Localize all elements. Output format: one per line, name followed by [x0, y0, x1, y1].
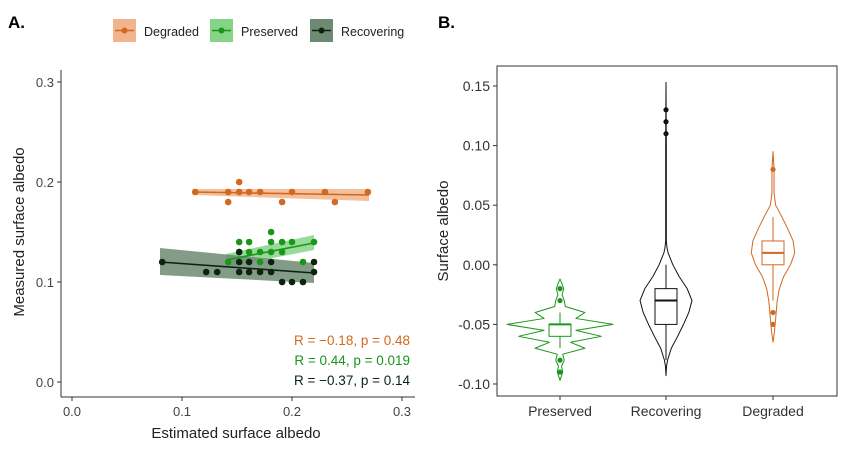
data-point-preserved	[256, 248, 264, 256]
x-tick-label: 0.1	[173, 404, 191, 419]
data-point-recovering	[235, 248, 243, 256]
data-point-recovering	[158, 258, 166, 266]
legend-label: Degraded	[144, 25, 199, 39]
data-point-recovering	[235, 258, 243, 266]
y-tick-label: 0.10	[463, 138, 490, 154]
box-recovering	[654, 288, 678, 325]
panel-b-label: B.	[438, 13, 455, 32]
outlier-point-preserved	[557, 297, 563, 304]
y-axis-label: Measured surface albedo	[11, 147, 28, 316]
correlation-annotation: R = −0.18, p = 0.48	[294, 333, 410, 348]
data-point-preserved	[288, 238, 296, 246]
y-tick-label: 0.15	[463, 78, 490, 94]
y-tick-label: 0.3	[36, 75, 54, 90]
violin-degraded	[750, 151, 796, 343]
data-point-recovering	[245, 258, 253, 266]
panel-a: A. Degraded Preserved Recovering 0.0 0.1 0.2…	[8, 13, 415, 442]
data-point-preserved	[267, 228, 275, 236]
data-point-recovering	[310, 258, 318, 266]
x-axis-label: Estimated surface albedo	[151, 425, 320, 442]
x-tick-label: Recovering	[631, 403, 702, 419]
data-point-degraded	[224, 188, 232, 196]
data-point-degraded	[235, 188, 243, 196]
y-tick-label: 0.0	[36, 375, 54, 390]
data-point-recovering	[278, 278, 286, 286]
x-tick-label: 0.2	[283, 404, 301, 419]
legend-label: Preserved	[241, 25, 298, 39]
y-axis-label-b: Surface albedo	[435, 181, 452, 282]
y-tick-label: 0.05	[463, 197, 490, 213]
legend: Degraded Preserved Recovering	[113, 19, 404, 42]
data-point-recovering	[288, 278, 296, 286]
data-point-preserved	[256, 258, 264, 266]
panel-b: B. -0.10 -0.05 0.00 0.05 0.10 0.15 Preserved Re…	[435, 13, 838, 419]
data-point-degraded	[191, 188, 199, 196]
panel-a-label: A.	[8, 13, 25, 32]
outlier-point-recovering	[663, 119, 669, 125]
x-tick-label: 0.3	[393, 404, 411, 419]
data-point-degraded	[288, 188, 296, 196]
data-point-recovering	[213, 268, 221, 276]
data-point-degraded	[364, 188, 372, 196]
legend-key-point	[218, 27, 225, 34]
data-point-preserved	[245, 248, 253, 256]
outlier-point-recovering	[663, 107, 669, 113]
data-point-recovering	[202, 268, 210, 276]
data-point-preserved	[310, 238, 318, 246]
legend-key-point	[121, 27, 128, 34]
outlier-point-degraded	[770, 321, 776, 327]
legend-label: Recovering	[341, 25, 404, 39]
y-tick-label: 0.2	[36, 175, 54, 190]
outlier-point-recovering	[663, 131, 669, 137]
y-tick-label: 0.00	[463, 257, 490, 273]
data-point-recovering	[256, 268, 264, 276]
y-tick-label: -0.05	[458, 316, 490, 332]
y-tick-label: 0.1	[36, 275, 54, 290]
x-tick-label: Degraded	[742, 403, 804, 419]
data-point-preserved	[267, 238, 275, 246]
violin-recovering	[639, 81, 693, 377]
data-point-recovering	[267, 258, 275, 266]
x-tick-label: Preserved	[528, 403, 592, 419]
plot-panel-border	[496, 65, 838, 397]
regression-line-degraded	[192, 191, 370, 196]
data-point-recovering	[267, 268, 275, 276]
data-point-degraded	[321, 188, 329, 196]
data-point-preserved	[299, 258, 307, 266]
violin-preserved	[506, 278, 614, 381]
confidence-band-recovering	[160, 248, 314, 283]
data-point-degraded	[235, 178, 243, 186]
box-preserved	[548, 323, 572, 337]
data-point-recovering	[299, 278, 307, 286]
data-point-degraded	[278, 198, 286, 206]
data-point-preserved	[235, 238, 243, 246]
data-point-degraded	[245, 188, 253, 196]
outlier-point-preserved	[557, 286, 563, 292]
data-point-recovering	[245, 268, 253, 276]
outlier-point-preserved	[557, 357, 563, 363]
data-point-degraded	[224, 198, 232, 206]
outlier-point-preserved	[557, 369, 563, 375]
outlier-point-degraded	[770, 166, 776, 173]
correlation-annotation: R = −0.37, p = 0.14	[294, 373, 410, 388]
data-point-preserved	[278, 238, 286, 246]
data-point-preserved	[224, 258, 232, 266]
y-tick-label: -0.10	[458, 376, 490, 392]
correlation-annotation: R = 0.44, p = 0.019	[294, 353, 410, 368]
outlier-point-degraded	[770, 309, 776, 316]
data-point-degraded	[331, 198, 339, 206]
regression-line-recovering	[159, 261, 315, 274]
data-point-recovering	[235, 268, 243, 276]
data-point-degraded	[256, 188, 264, 196]
legend-key-point	[318, 27, 325, 34]
x-tick-label: 0.0	[63, 404, 81, 419]
data-point-preserved	[245, 238, 253, 246]
data-point-recovering	[310, 268, 318, 276]
data-point-preserved	[278, 248, 286, 256]
data-point-preserved	[267, 248, 275, 256]
